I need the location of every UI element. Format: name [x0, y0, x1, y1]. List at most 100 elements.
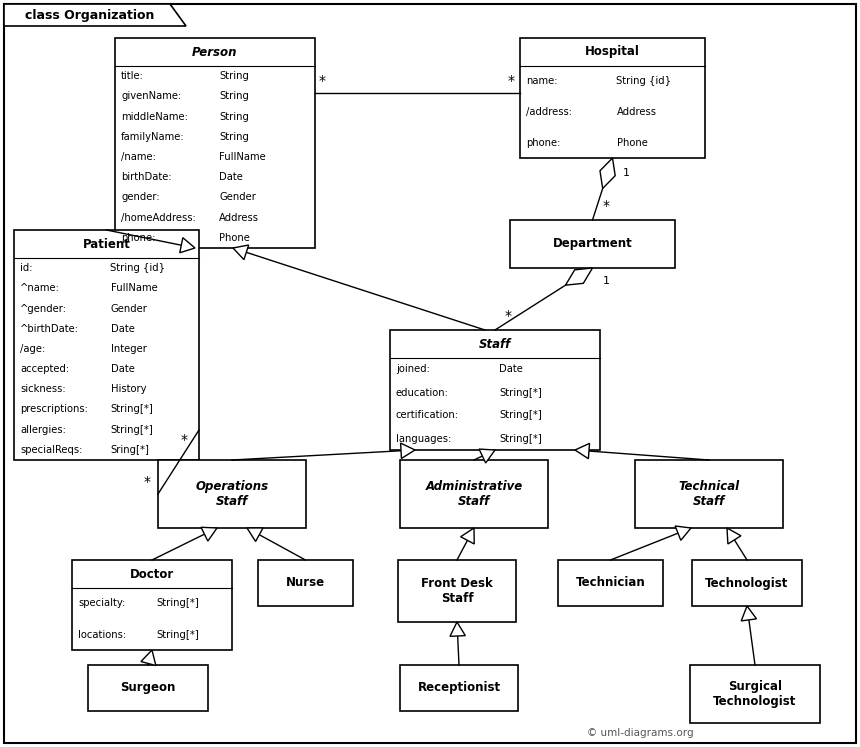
Text: String[*]: String[*] [499, 411, 542, 421]
Text: specialReqs:: specialReqs: [20, 445, 83, 455]
Text: Date: Date [110, 364, 134, 374]
Text: String[*]: String[*] [499, 433, 542, 444]
Text: String {id}: String {id} [110, 263, 166, 273]
Text: phone:: phone: [121, 233, 156, 243]
Text: Person: Person [193, 46, 237, 58]
Text: id:: id: [20, 263, 33, 273]
Text: *: * [144, 475, 151, 489]
Text: Front Desk
Staff: Front Desk Staff [421, 577, 493, 605]
Bar [258, 560, 353, 606]
Text: Staff: Staff [479, 338, 511, 350]
Bar [14, 230, 199, 460]
Bar [635, 460, 783, 528]
Polygon shape [461, 528, 474, 544]
Text: ^gender:: ^gender: [20, 303, 67, 314]
Text: Surgeon: Surgeon [120, 681, 175, 695]
Text: History: History [110, 384, 146, 394]
Text: class Organization: class Organization [25, 10, 155, 22]
Text: middleName:: middleName: [121, 111, 187, 122]
Text: Sring[*]: Sring[*] [110, 445, 150, 455]
Text: *: * [603, 199, 610, 213]
Text: String: String [219, 111, 249, 122]
Text: String[*]: String[*] [499, 388, 542, 397]
Bar [115, 38, 315, 248]
Text: Address: Address [617, 107, 656, 117]
Bar [520, 38, 705, 158]
Bar [398, 560, 516, 622]
Polygon shape [575, 444, 590, 459]
Text: Nurse: Nurse [286, 577, 325, 589]
Text: *: * [319, 74, 326, 88]
Text: Date: Date [499, 365, 523, 374]
Text: Address: Address [219, 213, 259, 223]
Polygon shape [247, 528, 263, 542]
Text: *: * [505, 309, 512, 323]
Polygon shape [450, 622, 465, 636]
Text: ^name:: ^name: [20, 283, 60, 294]
Text: Department: Department [553, 238, 632, 250]
Text: *: * [181, 433, 188, 447]
Polygon shape [675, 526, 691, 540]
Text: gender:: gender: [121, 193, 160, 202]
Text: certification:: certification: [396, 411, 459, 421]
Text: Integer: Integer [110, 344, 146, 354]
Bar [390, 330, 600, 450]
Polygon shape [201, 527, 217, 541]
Polygon shape [741, 606, 757, 621]
Text: © uml-diagrams.org: © uml-diagrams.org [587, 728, 693, 738]
Text: /age:: /age: [20, 344, 46, 354]
Polygon shape [479, 449, 495, 463]
Polygon shape [141, 650, 156, 666]
Text: Technical
Staff: Technical Staff [679, 480, 740, 508]
Text: Doctor: Doctor [130, 568, 174, 580]
Text: Technician: Technician [575, 577, 645, 589]
Text: prescriptions:: prescriptions: [20, 404, 88, 415]
Bar [400, 665, 518, 711]
Text: Surgical
Technologist: Surgical Technologist [713, 680, 796, 708]
Text: Administrative
Staff: Administrative Staff [426, 480, 523, 508]
Text: ^birthDate:: ^birthDate: [20, 323, 79, 334]
Text: String[*]: String[*] [156, 630, 199, 639]
Text: Date: Date [110, 323, 134, 334]
Polygon shape [600, 158, 615, 188]
Bar [510, 220, 675, 268]
Text: Hospital: Hospital [585, 46, 640, 58]
Bar [158, 460, 306, 528]
Polygon shape [4, 4, 186, 26]
Text: String[*]: String[*] [110, 404, 153, 415]
Text: education:: education: [396, 388, 449, 397]
Text: allergies:: allergies: [20, 425, 66, 435]
Text: 1: 1 [623, 168, 630, 178]
Bar [690, 665, 820, 723]
Text: Phone: Phone [219, 233, 250, 243]
Text: Patient: Patient [83, 238, 131, 250]
Text: 1: 1 [603, 276, 610, 286]
Bar [692, 560, 802, 606]
Text: FullName: FullName [110, 283, 157, 294]
Text: *: * [508, 74, 515, 88]
Text: specialty:: specialty: [78, 598, 126, 609]
Polygon shape [566, 268, 593, 285]
Text: joined:: joined: [396, 365, 430, 374]
Text: birthDate:: birthDate: [121, 173, 172, 182]
Bar [400, 460, 548, 528]
Text: String: String [219, 131, 249, 142]
Text: /address:: /address: [526, 107, 572, 117]
Text: accepted:: accepted: [20, 364, 69, 374]
Text: Technologist: Technologist [705, 577, 789, 589]
Text: sickness:: sickness: [20, 384, 65, 394]
Text: givenName:: givenName: [121, 91, 181, 102]
Text: name:: name: [526, 76, 557, 87]
Bar [88, 665, 208, 711]
Bar [72, 560, 232, 650]
Polygon shape [180, 238, 195, 252]
Text: String[*]: String[*] [110, 425, 153, 435]
Bar [558, 560, 663, 606]
Polygon shape [233, 245, 249, 260]
Text: familyName:: familyName: [121, 131, 185, 142]
Text: Phone: Phone [617, 137, 648, 148]
Text: Operations
Staff: Operations Staff [195, 480, 268, 508]
Text: /name:: /name: [121, 152, 156, 162]
Text: locations:: locations: [78, 630, 126, 639]
Text: FullName: FullName [219, 152, 266, 162]
